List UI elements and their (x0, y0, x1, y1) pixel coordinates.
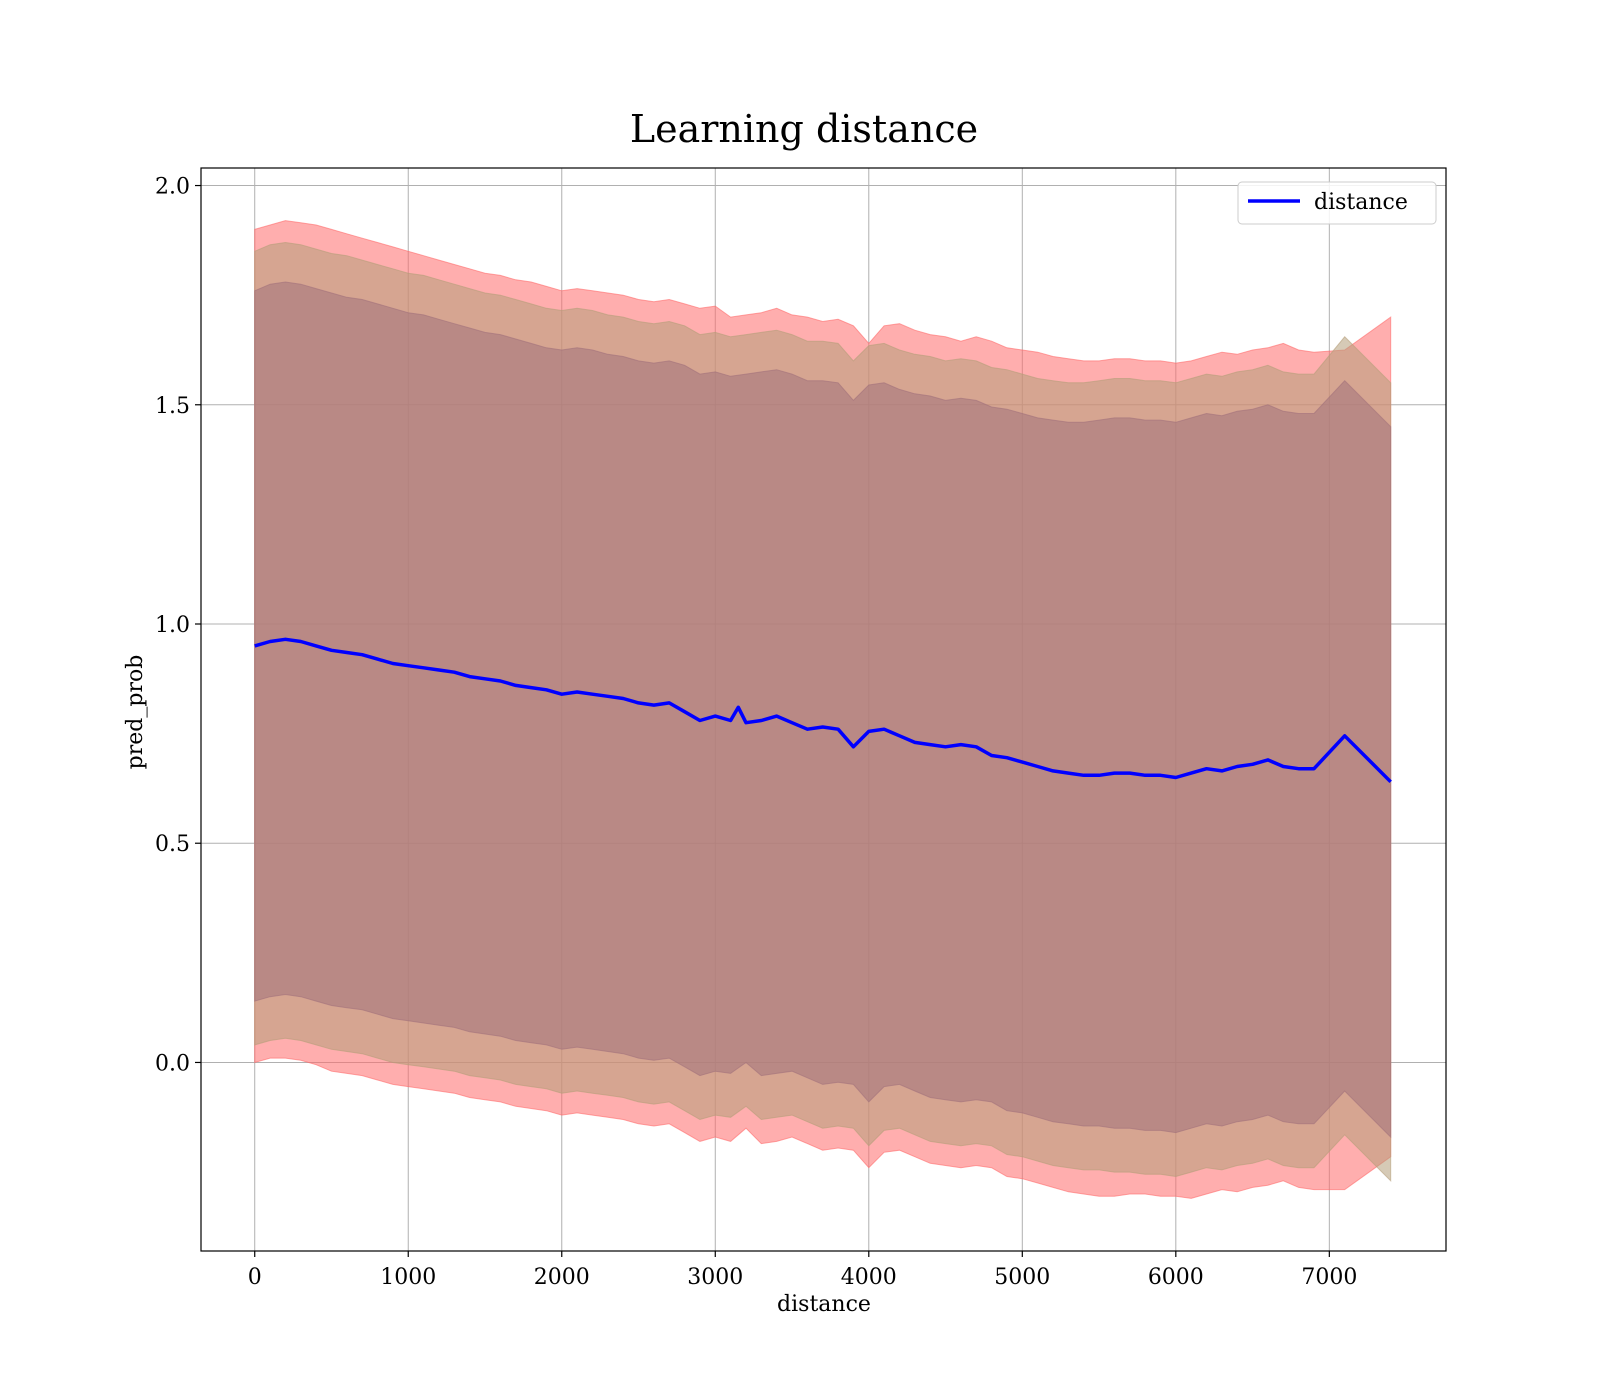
legend: distance (1237, 181, 1437, 225)
plot-frame (200, 167, 1447, 1252)
x-tick-label-0: 0 (248, 1265, 262, 1290)
band-2 (254, 281, 1392, 1139)
y-tick-label-0: 0.0 (155, 1051, 190, 1076)
y-tick-label-2: 1.0 (155, 613, 190, 638)
x-tick-label-4: 4000 (841, 1265, 897, 1290)
x-tick-label-5: 5000 (994, 1265, 1050, 1290)
x-tick-label-3: 3000 (687, 1265, 743, 1290)
y-axis-ticks: 0.0 0.5 1.0 1.5 2.0 (155, 175, 201, 1076)
y-tick-label-4: 2.0 (155, 175, 190, 200)
confidence-bands (254, 220, 1392, 1199)
y-tick-label-1: 0.5 (155, 832, 190, 857)
y-tick-label-3: 1.5 (155, 394, 190, 419)
x-tick-label-7: 7000 (1301, 1265, 1357, 1290)
legend-box (1237, 181, 1437, 225)
x-tick-label-6: 6000 (1148, 1265, 1204, 1290)
legend-label-distance: distance (1314, 190, 1408, 215)
series-lines (254, 637, 1392, 784)
y-axis-title: pred_prob (123, 655, 148, 770)
x-tick-label-1: 1000 (380, 1265, 436, 1290)
x-axis-ticks: 0 1000 2000 3000 4000 5000 6000 7000 (248, 1251, 1357, 1290)
x-axis-title: distance (777, 1292, 871, 1317)
chart-title: Learning distance (630, 107, 978, 151)
series-line-distance (254, 637, 1392, 784)
x-tick-label-2: 2000 (534, 1265, 590, 1290)
